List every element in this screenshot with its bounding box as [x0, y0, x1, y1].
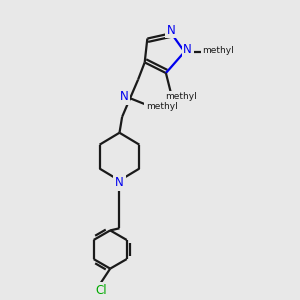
Text: N: N — [115, 176, 124, 189]
Text: N: N — [120, 90, 129, 104]
Text: N: N — [167, 23, 176, 37]
Text: Cl: Cl — [95, 284, 107, 297]
Text: methyl: methyl — [165, 92, 197, 101]
Text: methyl: methyl — [146, 102, 178, 111]
Text: methyl: methyl — [202, 46, 234, 55]
Text: N: N — [183, 43, 192, 56]
